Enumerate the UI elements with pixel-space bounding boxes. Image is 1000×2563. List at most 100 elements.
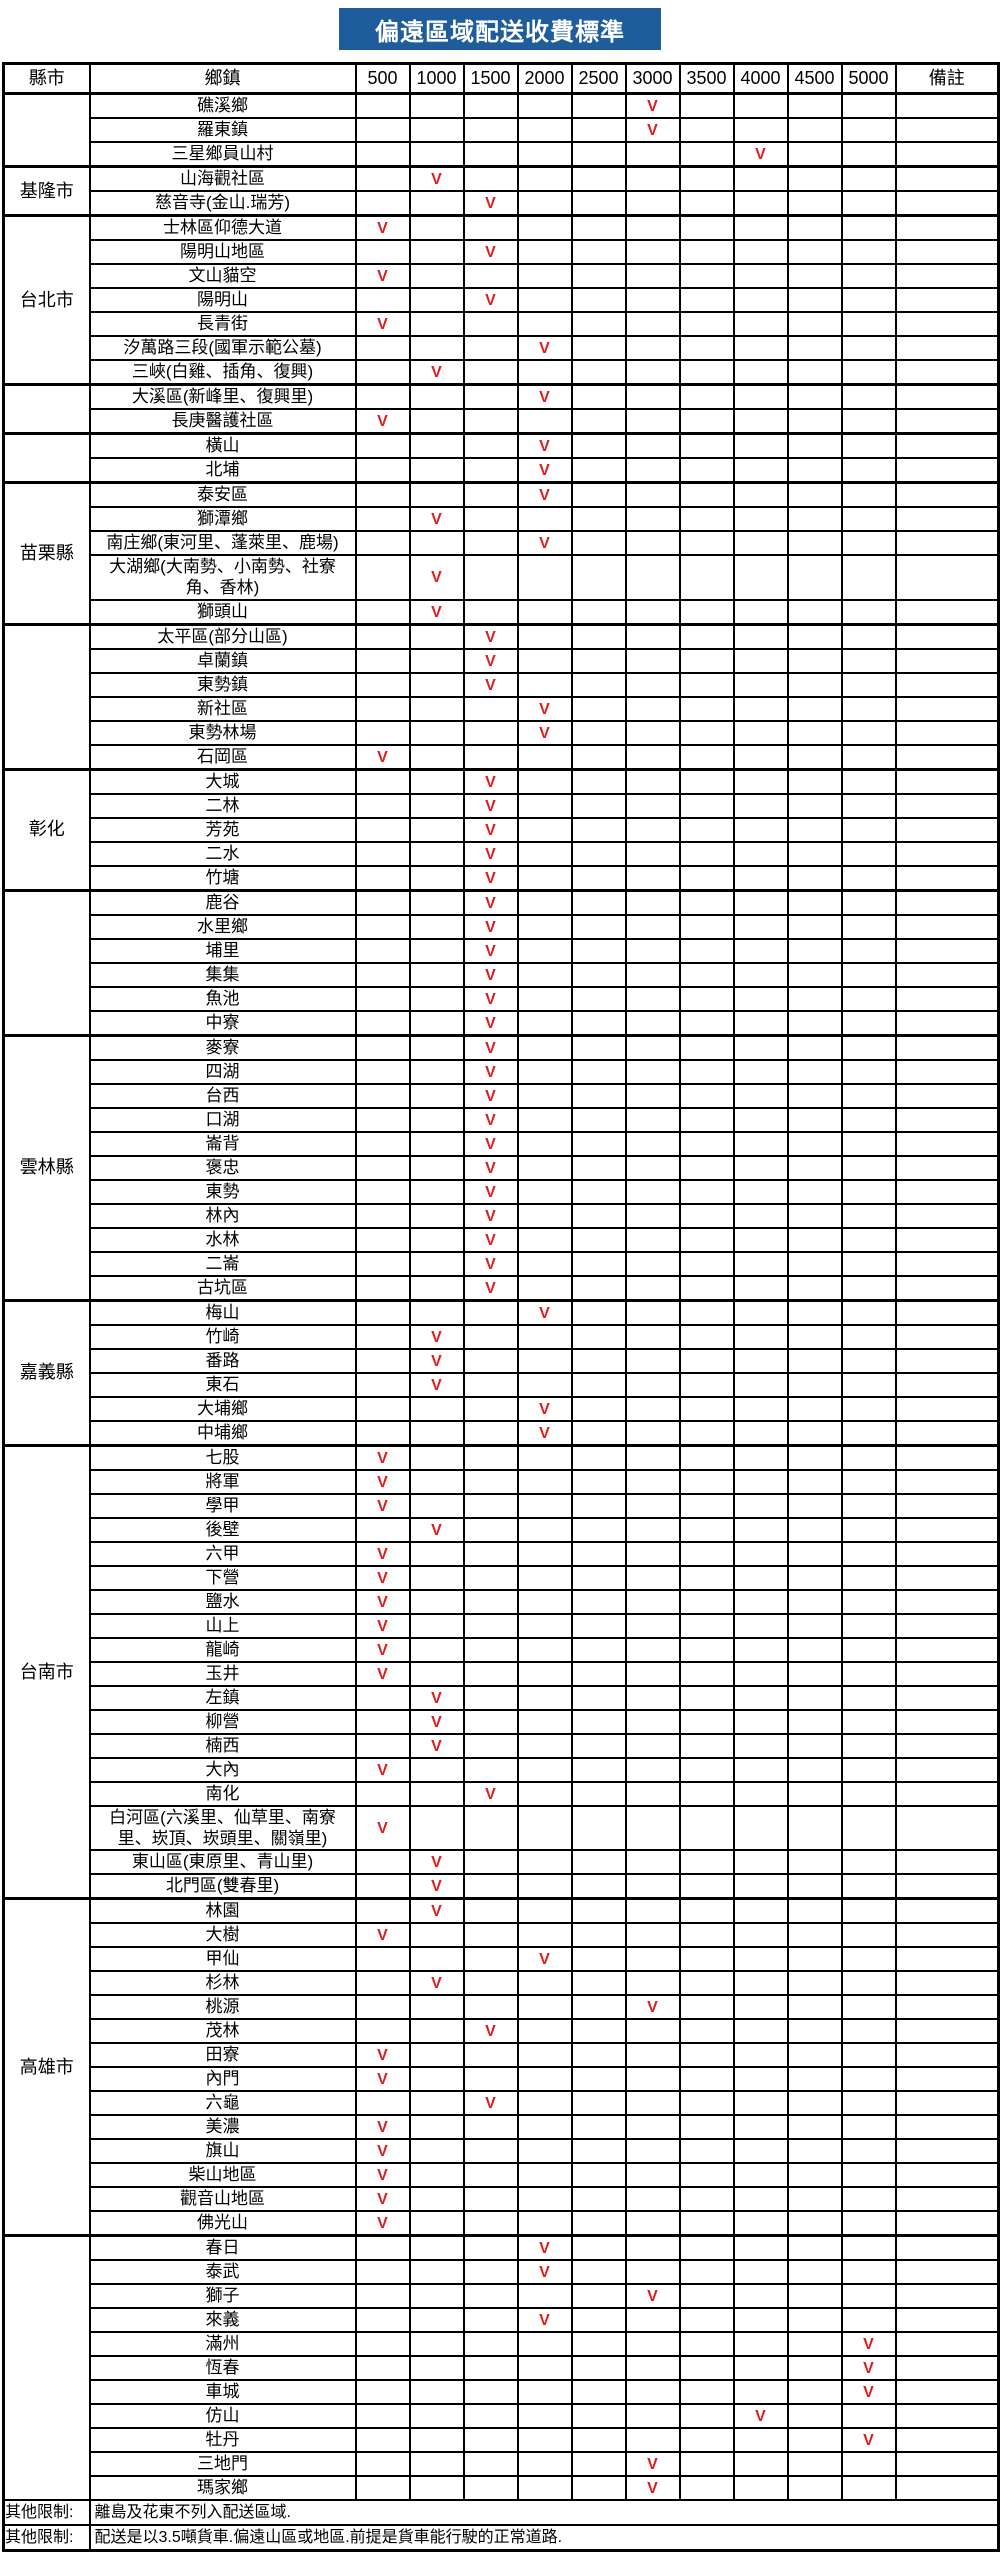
remark-cell bbox=[894, 767, 1000, 795]
fee-cell-4500 bbox=[786, 1371, 843, 1398]
fee-cell-3000 bbox=[624, 1922, 681, 1948]
fee-cell-4500 bbox=[786, 554, 843, 601]
fee-cell-4500 bbox=[786, 481, 843, 508]
township-cell: 台西 bbox=[88, 1082, 357, 1109]
fee-cell-3500 bbox=[678, 1130, 735, 1157]
township-cell: 石岡區 bbox=[88, 743, 357, 770]
table-row: 茂林 V bbox=[4, 2018, 1000, 2044]
fee-cell-1000 bbox=[408, 1443, 465, 1471]
fee-cell-500: V bbox=[354, 2042, 411, 2068]
check-mark: V bbox=[539, 2264, 550, 2281]
fee-cell-3000 bbox=[624, 1082, 681, 1109]
check-mark: V bbox=[485, 966, 496, 984]
table-row: 長庚醫護社區 V bbox=[4, 408, 1000, 435]
table-row: 新社區 V bbox=[4, 695, 1000, 722]
fee-cell-3500 bbox=[678, 214, 735, 241]
table-row: 佛光山 V bbox=[4, 2210, 1000, 2237]
fee-cell-4000 bbox=[732, 1395, 789, 1422]
fee-cell-500: V bbox=[354, 2066, 411, 2092]
fee-cell-4500 bbox=[786, 2234, 843, 2261]
fee-cell-3000 bbox=[624, 2403, 681, 2429]
fee-cell-1500: V bbox=[462, 840, 519, 867]
table-row: 羅東鎮 V bbox=[4, 117, 1000, 143]
fee-cell-2500 bbox=[570, 1347, 627, 1374]
fee-cell-1000 bbox=[408, 92, 465, 119]
fee-cell-4000 bbox=[732, 1226, 789, 1253]
fee-cell-3000 bbox=[624, 1732, 681, 1759]
fee-cell-3000 bbox=[624, 2090, 681, 2116]
fee-cell-4500 bbox=[786, 2283, 843, 2309]
fee-cell-1500: V bbox=[462, 1274, 519, 1301]
fee-cell-1500: V bbox=[462, 1202, 519, 1229]
fee-cell-2000: V bbox=[516, 2234, 573, 2261]
township-cell: 橫山 bbox=[88, 432, 357, 459]
check-mark: V bbox=[539, 389, 550, 406]
fee-cell-3500 bbox=[678, 1395, 735, 1422]
fee-cell-4000: V bbox=[732, 2403, 789, 2429]
fee-cell-3000 bbox=[624, 2138, 681, 2164]
fee-cell-3500 bbox=[678, 1849, 735, 1875]
fee-cell-3000 bbox=[624, 1009, 681, 1036]
fee-cell-3500 bbox=[678, 141, 735, 168]
fee-cell-4000 bbox=[732, 2234, 789, 2261]
fee-cell-2000: V bbox=[516, 2259, 573, 2285]
fee-cell-500 bbox=[354, 2259, 411, 2285]
fee-cell-3500 bbox=[678, 1804, 735, 1851]
fee-cell-2500 bbox=[570, 1250, 627, 1277]
fee-cell-4500 bbox=[786, 239, 843, 265]
fee-cell-3000 bbox=[624, 2162, 681, 2188]
fee-cell-1000 bbox=[408, 432, 465, 459]
remark-cell bbox=[894, 1804, 1000, 1851]
fee-cell-2500 bbox=[570, 1443, 627, 1471]
fee-cell-1000 bbox=[408, 1492, 465, 1519]
fee-cell-500 bbox=[354, 2018, 411, 2044]
footnote-label: 其他限制: bbox=[2, 2499, 91, 2526]
fee-cell-2500 bbox=[570, 647, 627, 674]
check-mark: V bbox=[485, 1111, 496, 1129]
fee-cell-500 bbox=[354, 1897, 411, 1924]
fee-cell-3500 bbox=[678, 2186, 735, 2212]
fee-cell-3000 bbox=[624, 2307, 681, 2333]
remark-cell bbox=[894, 2090, 1000, 2116]
fee-cell-2000 bbox=[516, 1897, 573, 1924]
fee-cell-3500 bbox=[678, 1106, 735, 1133]
fee-cell-5000 bbox=[840, 311, 897, 337]
fee-cell-3000 bbox=[624, 554, 681, 601]
remark-cell bbox=[894, 214, 1000, 241]
fee-cell-2500 bbox=[570, 1178, 627, 1205]
fee-cell-1500 bbox=[462, 1468, 519, 1495]
fee-cell-5000 bbox=[840, 2234, 897, 2261]
fee-cell-1000 bbox=[408, 743, 465, 770]
fee-cell-2000 bbox=[516, 1780, 573, 1807]
fee-cell-2000 bbox=[516, 1082, 573, 1109]
table-row: 來義 V bbox=[4, 2307, 1000, 2333]
fee-cell-1500 bbox=[462, 2138, 519, 2164]
fee-cell-1000: V bbox=[408, 1897, 465, 1924]
fee-cell-500 bbox=[354, 165, 411, 192]
remark-cell bbox=[894, 1468, 1000, 1495]
county-cell: 基隆市 bbox=[2, 165, 91, 217]
fee-cell-4000 bbox=[732, 864, 789, 891]
fee-cell-500: V bbox=[354, 1468, 411, 1495]
fee-cell-3500 bbox=[678, 2475, 735, 2501]
fee-cell-3500 bbox=[678, 2234, 735, 2261]
remark-cell bbox=[894, 1970, 1000, 1996]
fee-cell-3000 bbox=[624, 408, 681, 435]
township-cell: 東勢 bbox=[88, 1178, 357, 1205]
fee-cell-3500 bbox=[678, 1612, 735, 1639]
fee-cell-4000 bbox=[732, 1347, 789, 1374]
remark-cell bbox=[894, 2066, 1000, 2092]
fee-cell-2500 bbox=[570, 1684, 627, 1711]
fee-cell-2500 bbox=[570, 767, 627, 795]
fee-cell-5000 bbox=[840, 767, 897, 795]
fee-cell-3000 bbox=[624, 2042, 681, 2068]
fee-cell-4500 bbox=[786, 408, 843, 435]
check-mark: V bbox=[377, 1449, 388, 1467]
fee-cell-5000 bbox=[840, 1250, 897, 1277]
remark-cell bbox=[894, 263, 1000, 289]
check-mark: V bbox=[431, 171, 442, 188]
fee-cell-2500 bbox=[570, 1636, 627, 1663]
fee-cell-500: V bbox=[354, 1756, 411, 1783]
fee-cell-2500 bbox=[570, 2379, 627, 2405]
check-mark: V bbox=[431, 1376, 442, 1394]
